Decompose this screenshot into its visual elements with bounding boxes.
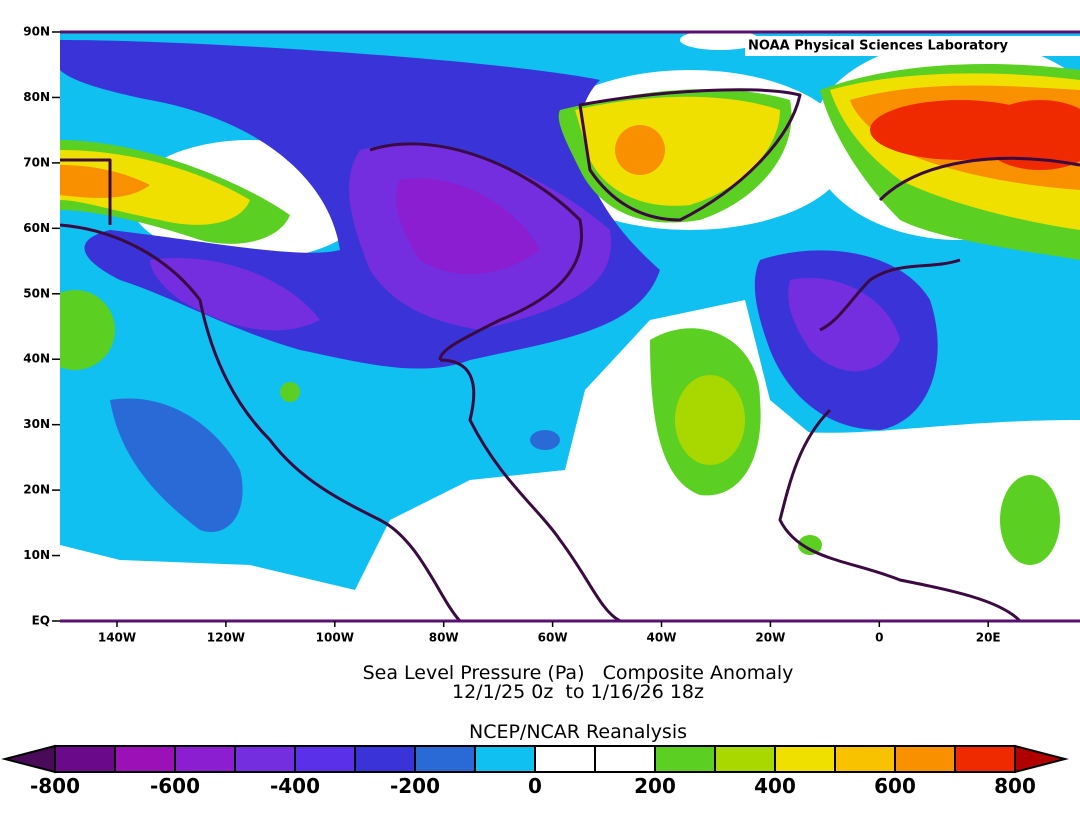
lat-label: 80N	[23, 90, 50, 104]
colorbar-box	[114, 745, 176, 773]
colorbar-label: -600	[150, 774, 200, 798]
colorbar-box	[534, 745, 596, 773]
colorbar-box	[474, 745, 536, 773]
colorbar-box	[714, 745, 776, 773]
lon-label: 20W	[755, 631, 785, 645]
lon-label: 100W	[316, 631, 354, 645]
colorbar-label: 200	[634, 774, 676, 798]
lat-label: 90N	[23, 25, 50, 39]
colorbar-box	[894, 745, 956, 773]
colorbar: -800 -600 -400 -200 0 200 400 600 800	[1, 744, 1069, 798]
colorbar-label: 800	[994, 774, 1036, 798]
colorbar-box	[774, 745, 836, 773]
anomaly-map	[60, 32, 1080, 621]
lat-label: 40N	[23, 352, 50, 366]
lat-label: 20N	[23, 483, 50, 497]
colorbar-box	[654, 745, 716, 773]
colorbar-box	[174, 745, 236, 773]
caption: Sea Level Pressure (Pa) Composite Anomal…	[363, 662, 794, 684]
caption: 12/1/25 0z to 1/16/26 18z	[452, 681, 704, 703]
lat-label: 10N	[23, 548, 50, 562]
colorbar-box	[594, 745, 656, 773]
colorbar-label: 0	[528, 774, 542, 798]
lon-label: 0	[875, 631, 883, 645]
colorbar-label: -400	[270, 774, 320, 798]
lon-label: 80W	[429, 631, 459, 645]
lat-label: EQ	[32, 614, 50, 628]
colorbar-under	[1, 744, 56, 774]
colorbar-box	[234, 745, 296, 773]
lon-label: 120W	[207, 631, 245, 645]
lat-label: 60N	[23, 221, 50, 235]
colorbar-label: 600	[874, 774, 916, 798]
colorbar-label: 400	[754, 774, 796, 798]
lon-label: 140W	[98, 631, 136, 645]
lat-label: 50N	[23, 286, 50, 300]
colorbar-box	[54, 745, 116, 773]
colorbar-over	[1014, 744, 1069, 774]
colorbar-box	[354, 745, 416, 773]
caption: NCEP/NCAR Reanalysis	[469, 721, 687, 743]
lat-label: 70N	[23, 155, 50, 169]
colorbar-label: -200	[390, 774, 440, 798]
colorbar-box	[414, 745, 476, 773]
lon-label: 60W	[538, 631, 568, 645]
credit: NOAA Physical Sciences Laboratory	[748, 39, 1009, 54]
lon-label: 40W	[647, 631, 677, 645]
credit-box	[745, 36, 1080, 56]
lon-label: 20E	[976, 631, 1001, 645]
colorbar-label: -800	[30, 774, 80, 798]
colorbar-box	[294, 745, 356, 773]
lat-label: 30N	[23, 417, 50, 431]
colorbar-box	[954, 745, 1016, 773]
colorbar-box	[834, 745, 896, 773]
